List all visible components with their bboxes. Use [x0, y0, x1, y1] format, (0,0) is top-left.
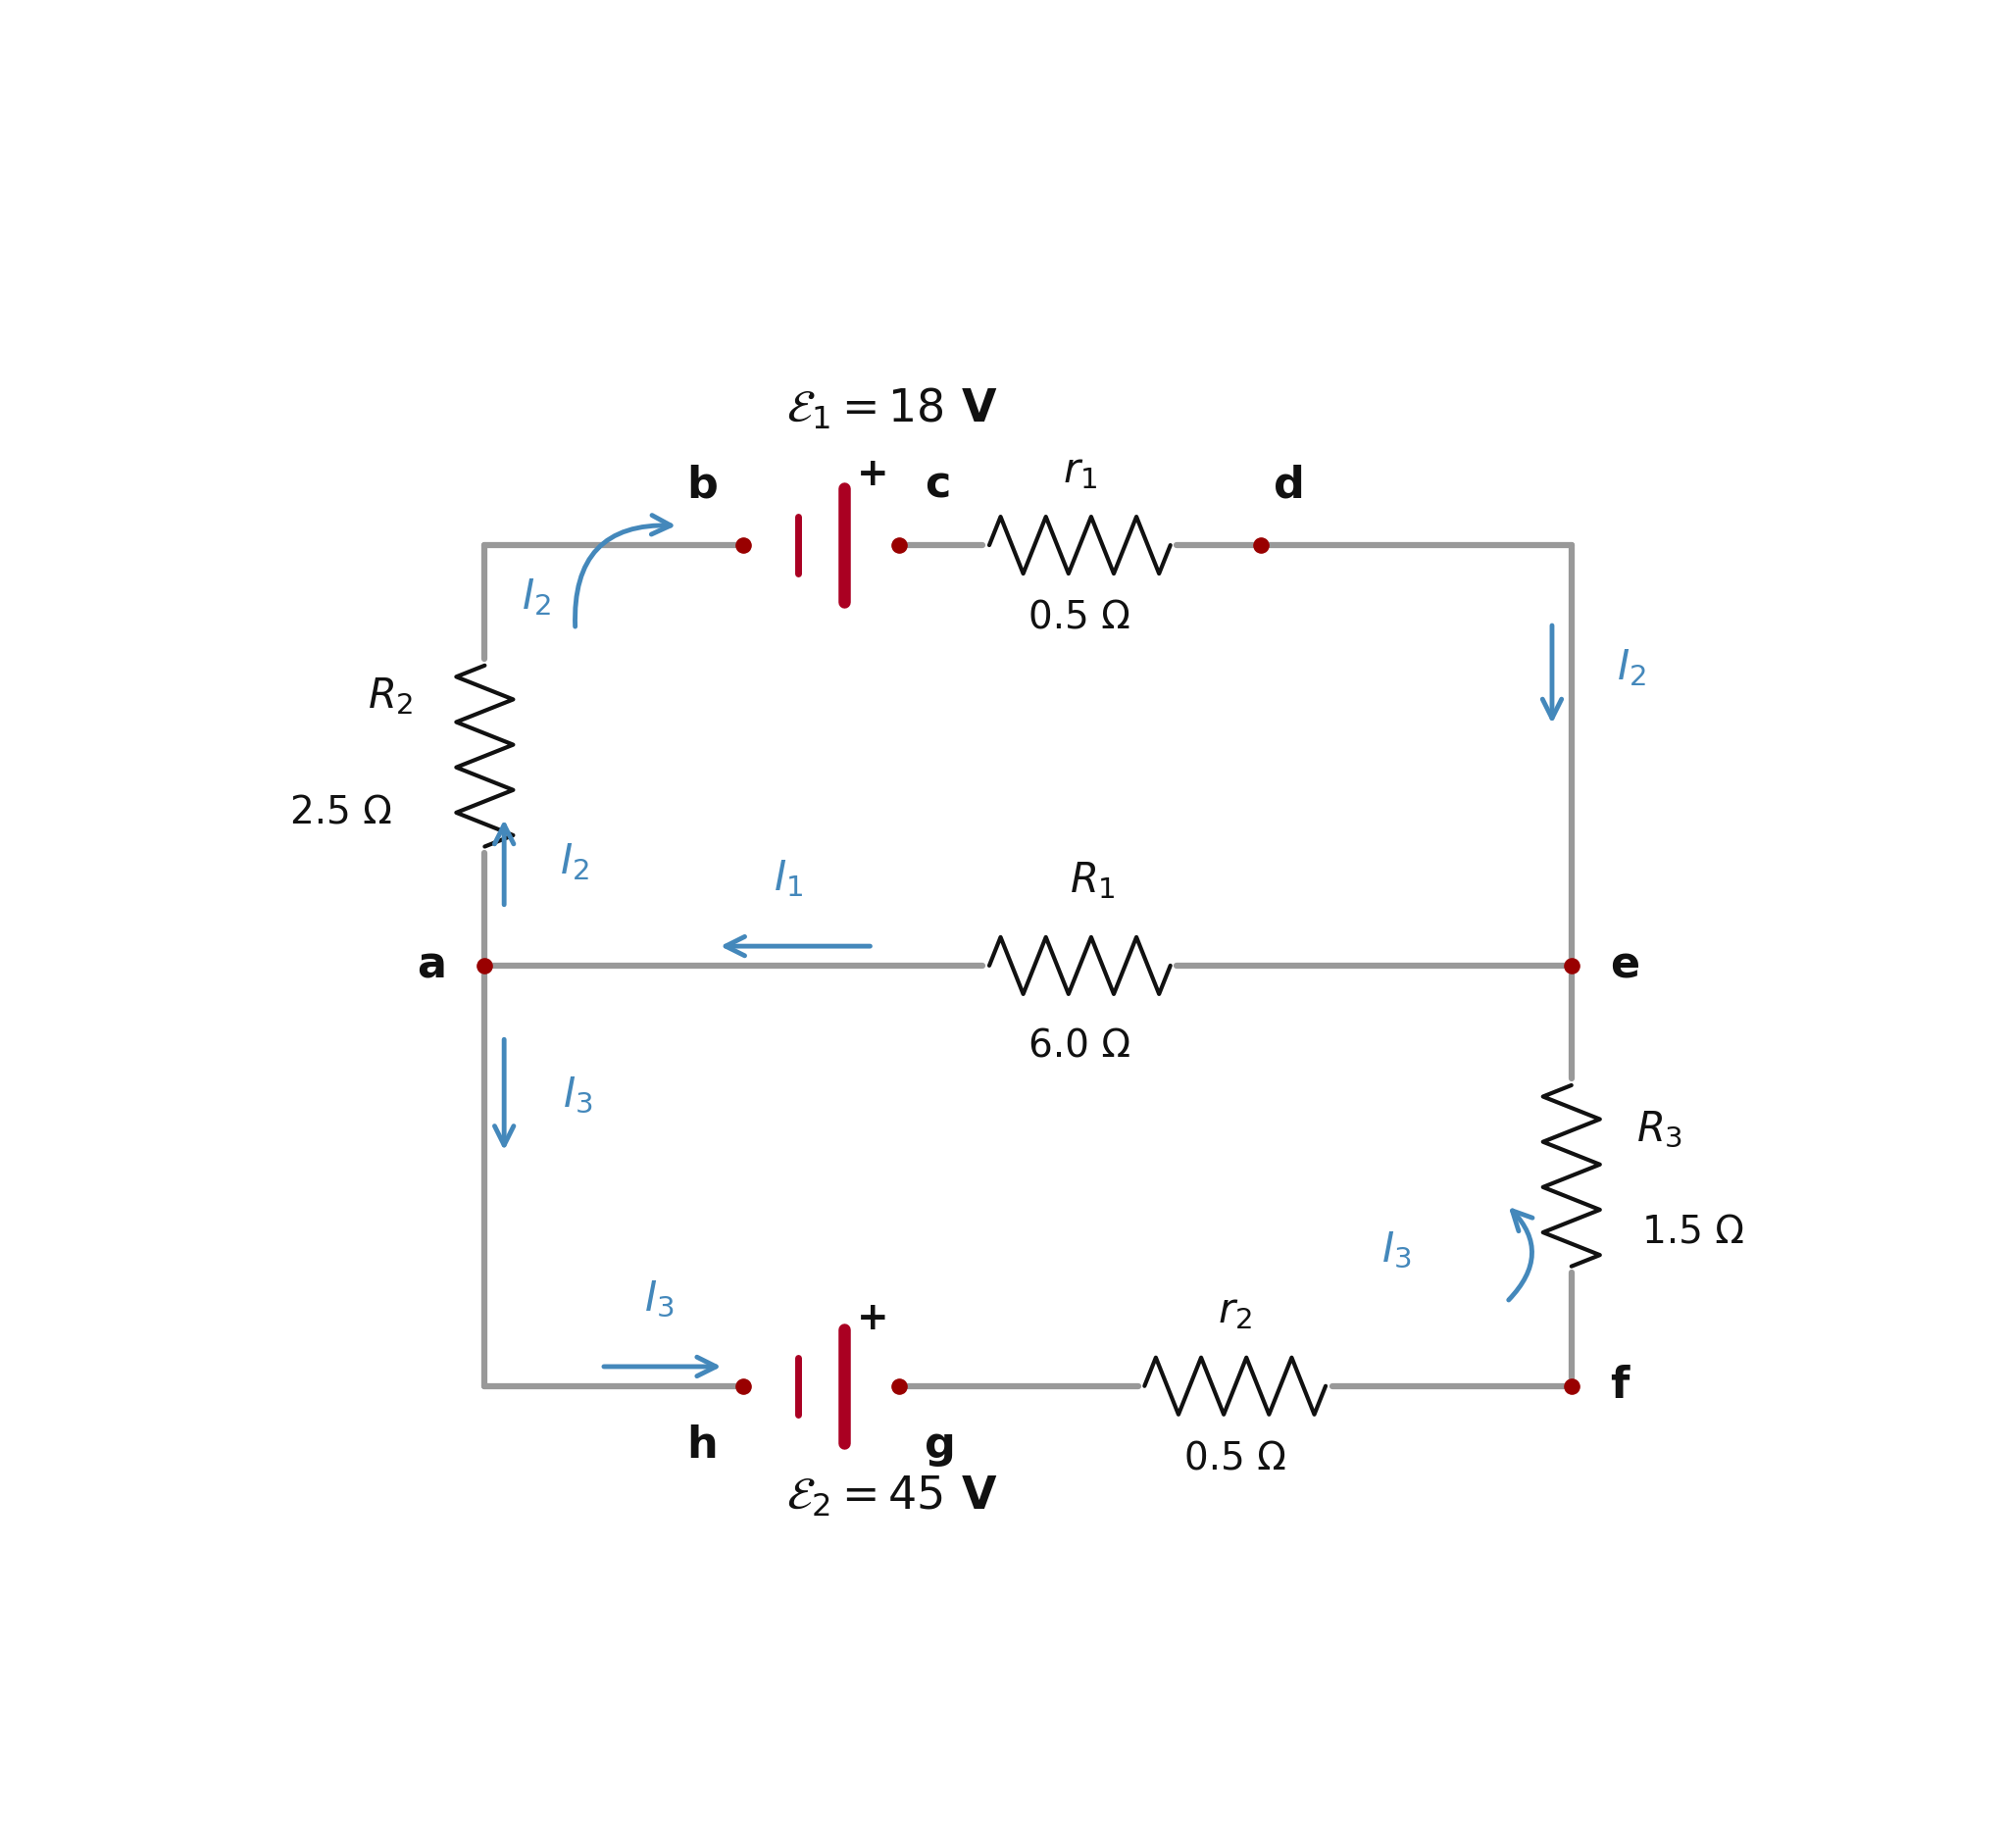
Point: [1246, 530, 1278, 560]
Text: h: h: [686, 1425, 718, 1467]
Text: $I_3$: $I_3$: [644, 1279, 674, 1319]
Text: +: +: [857, 455, 889, 493]
Text: $I_3$: $I_3$: [562, 1074, 592, 1116]
Text: 6.0 Ω: 6.0 Ω: [1029, 1027, 1131, 1064]
Point: [883, 1371, 915, 1401]
Text: $I_1$: $I_1$: [774, 857, 804, 900]
Text: 0.5 Ω: 0.5 Ω: [1184, 1440, 1286, 1478]
Text: b: b: [686, 464, 718, 506]
Text: $R_2$: $R_2$: [367, 676, 413, 717]
Text: 1.5 Ω: 1.5 Ω: [1643, 1214, 1745, 1251]
Text: 2.5 Ω: 2.5 Ω: [289, 795, 391, 832]
Point: [728, 530, 760, 560]
Text: $r_2$: $r_2$: [1218, 1290, 1252, 1332]
Text: $R_3$: $R_3$: [1637, 1109, 1683, 1149]
Text: f: f: [1611, 1366, 1629, 1406]
Text: $I_3$: $I_3$: [1382, 1229, 1412, 1271]
Point: [1555, 950, 1587, 979]
Text: $I_2$: $I_2$: [1617, 647, 1647, 689]
Text: a: a: [417, 944, 445, 987]
Text: +: +: [857, 1301, 889, 1338]
Text: c: c: [925, 464, 951, 506]
Text: e: e: [1611, 944, 1639, 987]
Text: $I_2$: $I_2$: [560, 841, 590, 883]
Text: g: g: [925, 1425, 955, 1467]
Text: $I_2$: $I_2$: [522, 577, 552, 617]
Text: $r_1$: $r_1$: [1063, 449, 1097, 492]
Text: $R_1$: $R_1$: [1069, 859, 1115, 900]
Point: [728, 1371, 760, 1401]
Point: [469, 950, 502, 979]
Text: $\mathcal{E}_2 = 45$ V: $\mathcal{E}_2 = 45$ V: [786, 1475, 997, 1519]
Point: [1555, 1371, 1587, 1401]
Point: [883, 530, 915, 560]
Text: 0.5 Ω: 0.5 Ω: [1029, 599, 1131, 638]
Text: $\mathcal{E}_1 = 18$ V: $\mathcal{E}_1 = 18$ V: [786, 386, 997, 432]
Text: d: d: [1274, 464, 1306, 506]
